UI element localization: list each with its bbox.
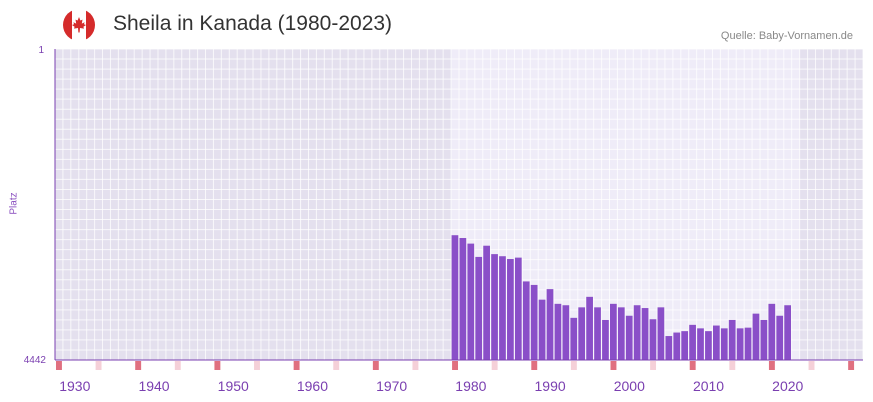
- decade-marker: [56, 361, 62, 370]
- data-bar: [728, 319, 736, 360]
- y-axis-label-wrap: Platz: [2, 190, 26, 220]
- data-bar: [625, 315, 633, 360]
- data-bar: [570, 317, 578, 360]
- data-bar: [530, 284, 538, 360]
- data-bar: [459, 238, 467, 360]
- halfdecade-marker: [95, 361, 102, 370]
- data-bar: [491, 254, 498, 360]
- source-link[interactable]: Quelle: Baby-Vornamen.de: [720, 30, 853, 42]
- data-bar: [617, 307, 625, 360]
- data-bar: [594, 307, 601, 360]
- data-bar: [475, 256, 483, 360]
- data-bar: [760, 319, 768, 360]
- data-bar: [586, 296, 593, 360]
- halfdecade-marker: [570, 361, 577, 370]
- data-bar: [633, 305, 641, 360]
- decade-marker: [293, 361, 300, 370]
- data-bar: [554, 303, 562, 360]
- data-bar: [752, 313, 760, 360]
- chart-title: Sheila in Kanada (1980-2023): [113, 12, 393, 35]
- data-bar: [578, 307, 586, 360]
- canada-flag-icon: [63, 9, 95, 41]
- data-bar: [657, 307, 665, 360]
- data-bar: [483, 245, 490, 360]
- halfdecade-marker: [729, 361, 736, 370]
- data-bar: [720, 328, 728, 360]
- x-tick-label: 1970: [376, 378, 407, 394]
- halfdecade-marker: [650, 361, 657, 370]
- data-bar: [665, 336, 673, 360]
- data-bar: [649, 319, 657, 360]
- data-bar: [467, 243, 475, 360]
- x-tick-label: 1930: [59, 378, 90, 394]
- halfdecade-marker: [491, 361, 498, 370]
- decade-marker: [610, 361, 617, 370]
- decade-marker: [768, 361, 775, 370]
- x-tick-label: 1980: [455, 378, 486, 394]
- data-bar: [602, 319, 609, 360]
- halfdecade-marker: [808, 361, 815, 370]
- data-bar: [784, 305, 792, 360]
- data-bar: [641, 308, 649, 360]
- data-bar: [744, 327, 752, 360]
- data-bar: [499, 256, 506, 360]
- decade-marker: [689, 361, 696, 370]
- data-bar: [451, 235, 459, 360]
- halfdecade-marker: [412, 361, 419, 370]
- x-tick-label: 1950: [218, 378, 249, 394]
- halfdecade-marker: [254, 361, 260, 370]
- data-bar: [697, 328, 704, 360]
- data-bar: [522, 281, 530, 360]
- data-bar: [538, 299, 546, 360]
- halfdecade-marker: [333, 361, 340, 370]
- y-tick-label: 1: [38, 45, 44, 56]
- x-tick-label: 1940: [138, 378, 169, 394]
- data-bar: [562, 305, 570, 360]
- data-bar: [610, 303, 617, 360]
- x-tick-label: 2000: [614, 378, 645, 394]
- x-tick-label: 1990: [535, 378, 566, 394]
- decade-marker: [135, 361, 142, 370]
- data-bar: [768, 303, 776, 360]
- halfdecade-marker: [174, 361, 181, 370]
- data-bar: [705, 331, 712, 360]
- y-tick-label: 4442: [24, 355, 47, 366]
- decade-marker: [848, 361, 855, 370]
- y-axis-label: Platz: [8, 192, 20, 215]
- data-bar: [736, 328, 744, 360]
- x-tick-label: 2020: [772, 378, 803, 394]
- data-bar: [546, 289, 554, 360]
- decade-marker: [214, 361, 221, 370]
- data-bar: [507, 259, 514, 360]
- data-bar: [776, 315, 784, 360]
- data-bar: [681, 331, 689, 360]
- data-bar: [689, 324, 696, 360]
- x-tick-label: 2010: [693, 378, 724, 394]
- x-tick-label: 1960: [297, 378, 328, 394]
- decade-marker: [452, 361, 458, 370]
- data-bar: [712, 325, 720, 360]
- decade-marker: [531, 361, 538, 370]
- data-bar: [673, 332, 681, 360]
- decade-marker: [372, 361, 379, 370]
- data-bar: [514, 257, 522, 360]
